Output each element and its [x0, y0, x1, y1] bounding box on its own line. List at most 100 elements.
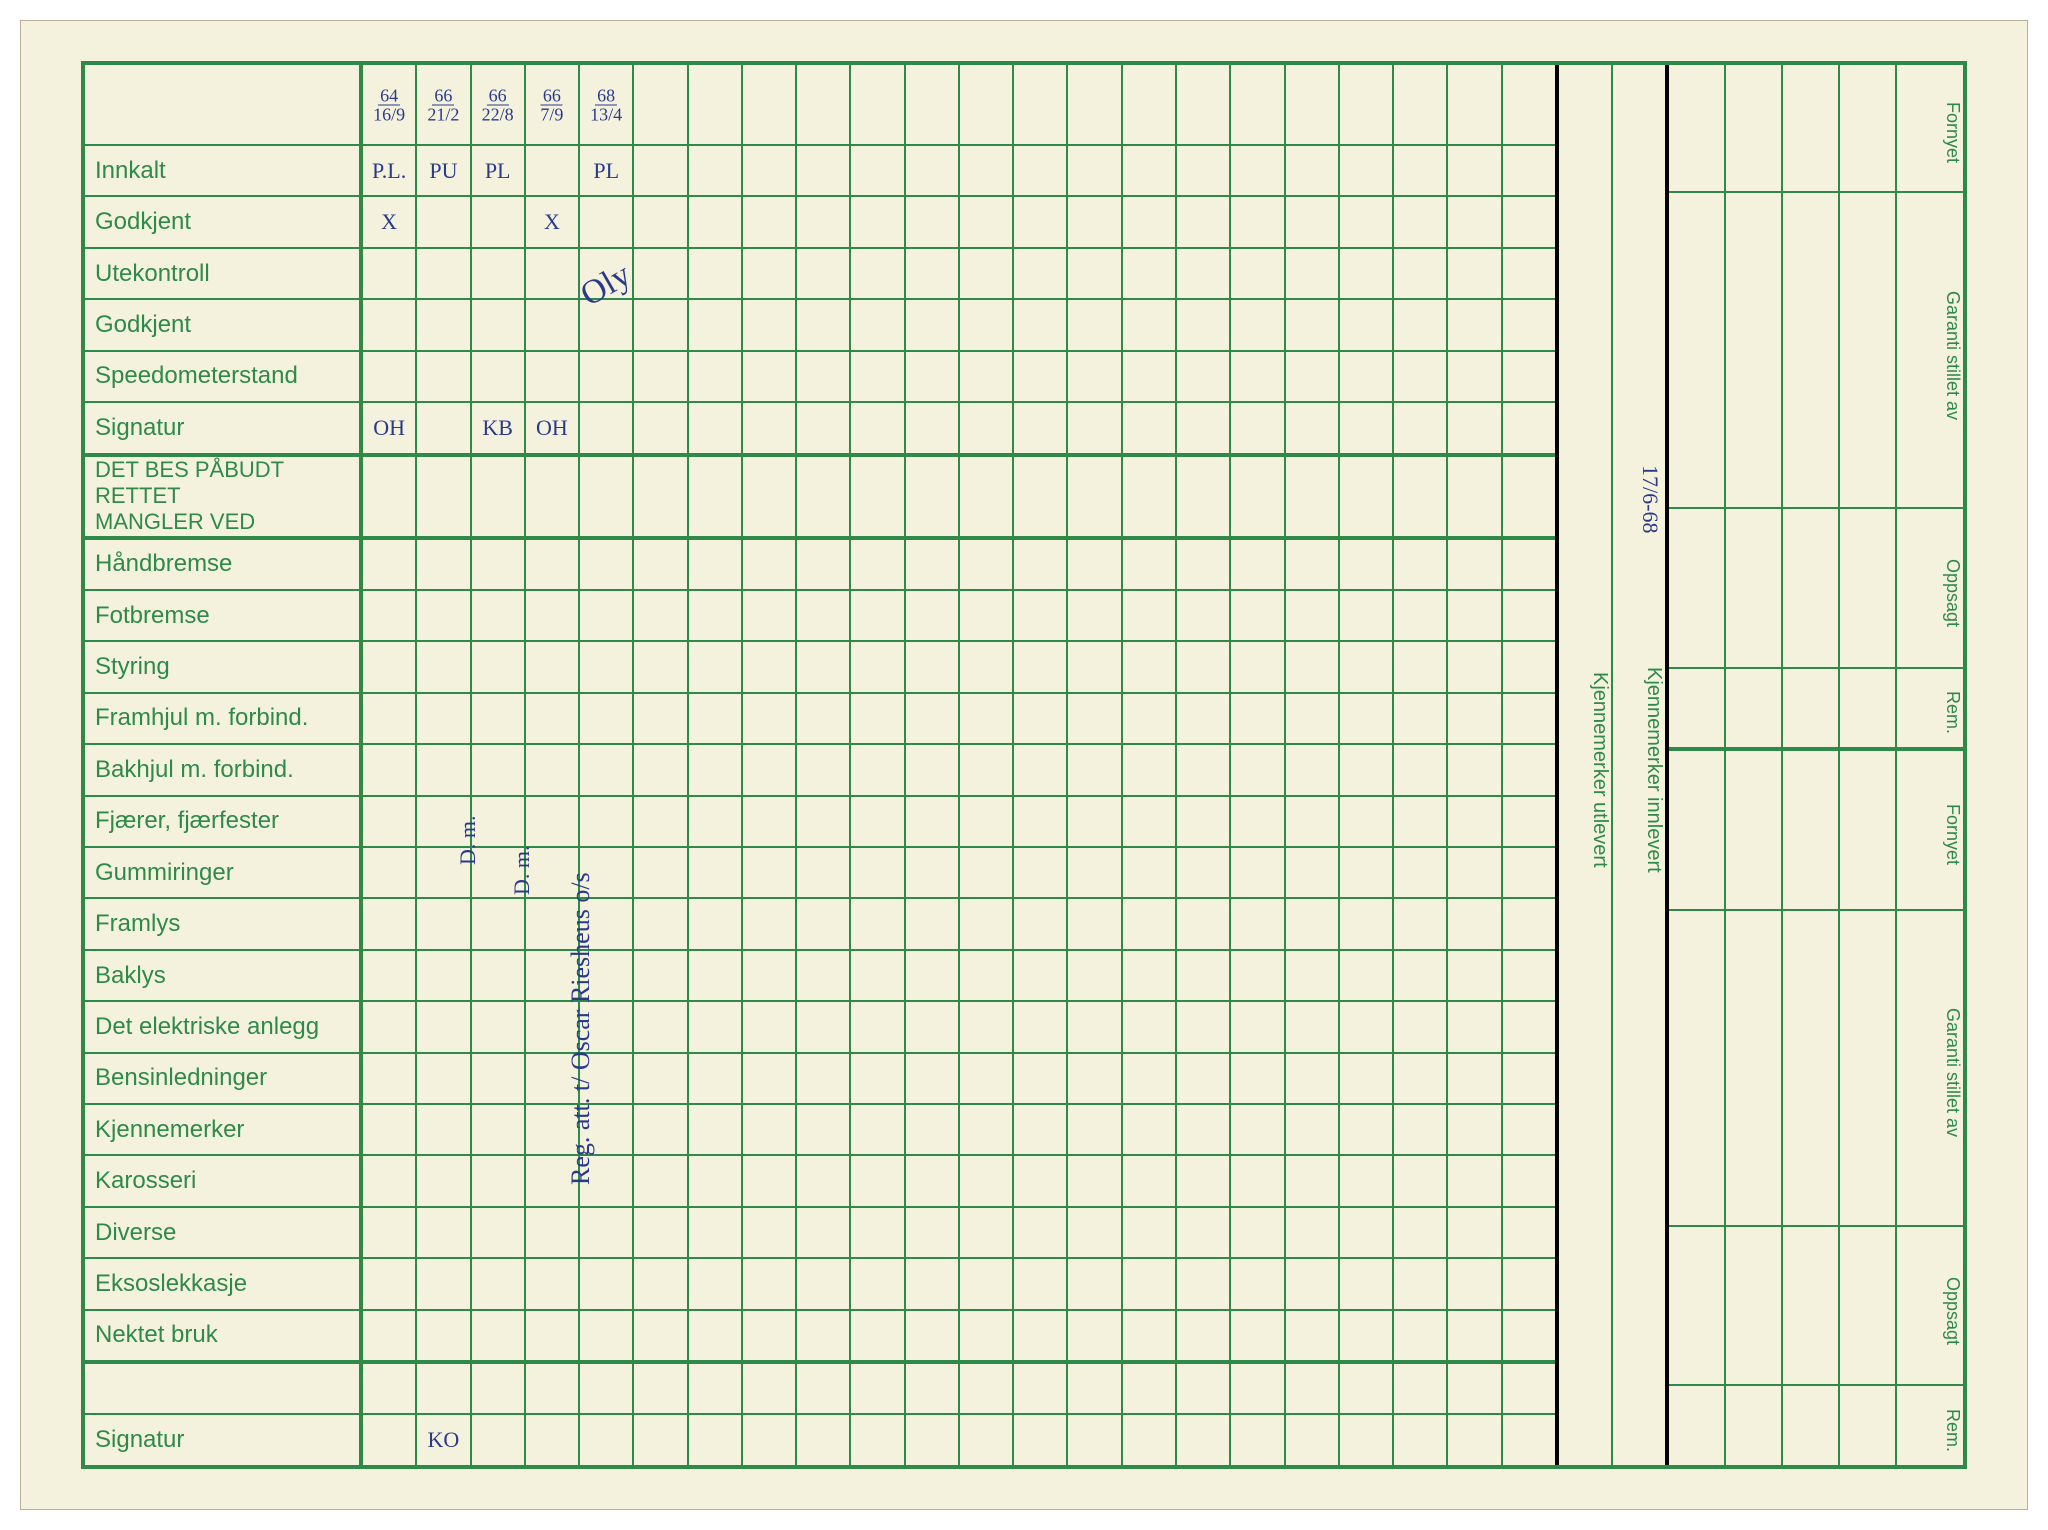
cell-blank-21: [1503, 1364, 1555, 1413]
side-cell-7-4: Rem.: [1897, 1386, 1963, 1465]
cell-elektrisk-14: [1123, 1002, 1177, 1051]
cell-eksos-13: [1068, 1259, 1122, 1308]
cell-heading-19: [1394, 457, 1448, 536]
cell-godkjent1-20: [1448, 197, 1502, 246]
cell-utekontroll-14: [1123, 249, 1177, 298]
cell-bakhjul-14: [1123, 745, 1177, 794]
cell-eksos-6: [689, 1259, 743, 1308]
cell-godkjent1-13: [1068, 197, 1122, 246]
side-cell-2-0: [1669, 509, 1726, 666]
row-label-godkjent2: Godkjent: [85, 300, 363, 349]
cell-innkalt-19: [1394, 146, 1448, 195]
cell-signatur1-14: [1123, 403, 1177, 452]
cell-nektet-7: [743, 1311, 797, 1360]
cell-fjaerer-5: [634, 797, 688, 846]
cell-heading-21: [1503, 457, 1555, 536]
cell-eksos-2: [472, 1259, 526, 1308]
cell-dates-13: [1068, 65, 1122, 144]
cell-bakhjul-12: [1014, 745, 1068, 794]
date-header-4: 6813/4: [590, 86, 622, 123]
cell-styring-2: [472, 642, 526, 691]
cell-blank-18: [1340, 1364, 1394, 1413]
cell-blank-6: [689, 1364, 743, 1413]
cell-karosseri-20: [1448, 1156, 1502, 1205]
cell-gummiringer-21: [1503, 848, 1555, 897]
hand-signatur1-3: OH: [536, 415, 568, 441]
cell-gummiringer-12: [1014, 848, 1068, 897]
cell-kjennemerker-18: [1340, 1105, 1394, 1154]
row-fjaerer: Fjærer, fjærfester: [85, 797, 1555, 848]
cell-framhjul-0: [363, 694, 417, 743]
cell-utekontroll-9: [851, 249, 905, 298]
row-heading: DET BES PÅBUDT RETTETMANGLER VED: [85, 457, 1555, 540]
cell-fjaerer-16: [1231, 797, 1285, 846]
hand-innkalt-2: PL: [485, 158, 511, 184]
cell-diverse-5: [634, 1208, 688, 1257]
cell-signatur1-13: [1068, 403, 1122, 452]
cell-nektet-16: [1231, 1311, 1285, 1360]
cell-bensin-16: [1231, 1054, 1285, 1103]
row-bakhjul: Bakhjul m. forbind.: [85, 745, 1555, 796]
cell-fotbremse-1: [417, 591, 471, 640]
cell-baklys-18: [1340, 951, 1394, 1000]
cell-godkjent1-9: [851, 197, 905, 246]
cell-bensin-20: [1448, 1054, 1502, 1103]
cell-karosseri-13: [1068, 1156, 1122, 1205]
cell-kjennemerker-13: [1068, 1105, 1122, 1154]
row-label-framlys: Framlys: [85, 899, 363, 948]
cell-nektet-0: [363, 1311, 417, 1360]
cell-heading-18: [1340, 457, 1394, 536]
cell-fotbremse-11: [960, 591, 1014, 640]
cell-framlys-0: [363, 899, 417, 948]
cell-dates-2: 6622/8: [472, 65, 526, 144]
cell-gummiringer-16: [1231, 848, 1285, 897]
tall-columns: Kjennemerker utlevertKjennemerker innlev…: [1559, 65, 1669, 1465]
cell-framhjul-3: [526, 694, 580, 743]
cell-bakhjul-19: [1394, 745, 1448, 794]
cell-dates-4: 6813/4: [580, 65, 634, 144]
cell-diverse-0: [363, 1208, 417, 1257]
cell-fotbremse-14: [1123, 591, 1177, 640]
cell-diverse-19: [1394, 1208, 1448, 1257]
cell-handbremse-21: [1503, 540, 1555, 589]
row-label-bakhjul: Bakhjul m. forbind.: [85, 745, 363, 794]
cell-speedometerstand-8: [797, 352, 851, 401]
cell-eksos-7: [743, 1259, 797, 1308]
cell-elektrisk-7: [743, 1002, 797, 1051]
cell-nektet-4: [580, 1311, 634, 1360]
cell-signatur1-21: [1503, 403, 1555, 452]
cell-utekontroll-12: [1014, 249, 1068, 298]
cell-styring-5: [634, 642, 688, 691]
cell-godkjent1-1: [417, 197, 471, 246]
cell-styring-19: [1394, 642, 1448, 691]
side-row-6: Oppsagt: [1669, 1227, 1963, 1386]
cell-framhjul-13: [1068, 694, 1122, 743]
row-label-speedometerstand: Speedometerstand: [85, 352, 363, 401]
cell-kjennemerker-7: [743, 1105, 797, 1154]
cell-framlys-7: [743, 899, 797, 948]
cell-karosseri-18: [1340, 1156, 1394, 1205]
cell-diverse-21: [1503, 1208, 1555, 1257]
cell-bensin-1: [417, 1054, 471, 1103]
cell-blank-15: [1177, 1364, 1231, 1413]
cell-karosseri-1: [417, 1156, 471, 1205]
vertical-handwriting-2: D. m.: [455, 816, 481, 866]
cell-speedometerstand-12: [1014, 352, 1068, 401]
cell-signatur2-15: [1177, 1415, 1231, 1464]
side-row-3: Rem.: [1669, 669, 1963, 752]
cell-handbremse-15: [1177, 540, 1231, 589]
outer-frame: 6416/96621/26622/8667/96813/4InnkaltP.L.…: [81, 61, 1967, 1469]
main-grid: 6416/96621/26622/8667/96813/4InnkaltP.L.…: [85, 65, 1555, 1465]
cell-dates-8: [797, 65, 851, 144]
hand-godkjent1-0: X: [381, 209, 397, 235]
cell-handbremse-0: [363, 540, 417, 589]
side-cell-4-4: Fornyet: [1897, 751, 1963, 908]
cell-godkjent2-8: [797, 300, 851, 349]
cell-speedometerstand-18: [1340, 352, 1394, 401]
cell-speedometerstand-7: [743, 352, 797, 401]
side-cell-2-2: [1783, 509, 1840, 666]
cell-karosseri-5: [634, 1156, 688, 1205]
cell-elektrisk-17: [1286, 1002, 1340, 1051]
cell-signatur2-7: [743, 1415, 797, 1464]
cell-signatur2-16: [1231, 1415, 1285, 1464]
